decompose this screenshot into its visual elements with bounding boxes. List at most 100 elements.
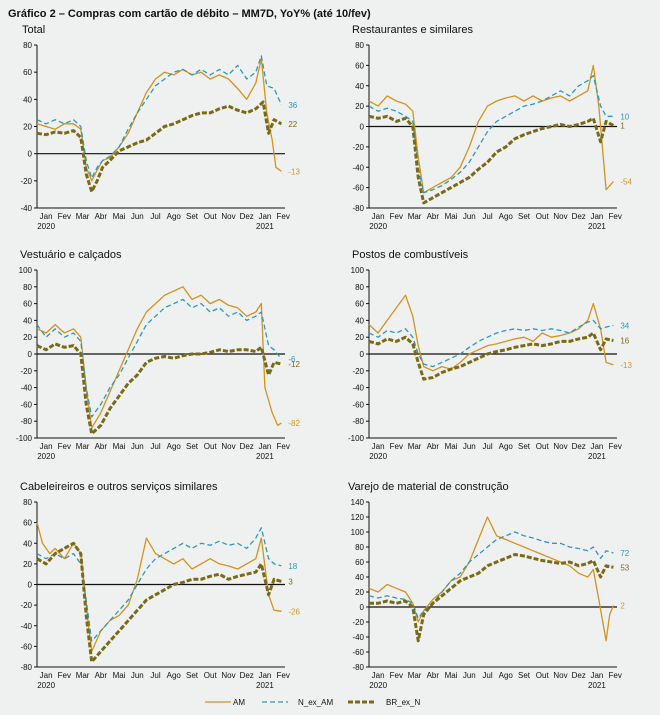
- x-tick-label: Fev: [58, 671, 71, 680]
- panel-title: Vestuário e calçados: [20, 249, 122, 261]
- y-tick-label: 0: [28, 350, 33, 359]
- x-tick-label: Jun: [463, 442, 476, 451]
- y-tick-label: 60: [23, 519, 32, 528]
- x-tick-label: Nov: [553, 442, 567, 451]
- x-tick-label: Out: [204, 671, 218, 680]
- x-tick-label: Mar: [408, 212, 422, 221]
- x-tick-label: Jan: [40, 671, 53, 680]
- y-tick-label: -20: [20, 601, 32, 610]
- y-tick-label: -80: [20, 417, 32, 426]
- series-end-label: 53: [620, 563, 629, 572]
- y-tick-label: 60: [355, 558, 364, 567]
- y-tick-label: -20: [352, 367, 364, 376]
- x-tick-label: Set: [518, 442, 531, 451]
- series-line-br-ex-n: [36, 100, 283, 194]
- y-tick-label: -80: [352, 417, 364, 426]
- chart-panel: Total -40 -20 0 20 40 60 80 Jan Fev Mar Abr Mai Jun Ju…: [20, 24, 300, 231]
- x-tick-label: Dez: [572, 671, 586, 680]
- y-tick-label: 80: [23, 498, 32, 507]
- y-tick-label: 40: [23, 95, 32, 104]
- y-tick-label: 100: [351, 528, 365, 537]
- x-tick-label: Jul: [482, 442, 492, 451]
- series-line-br-ex-n: [368, 331, 614, 381]
- y-tick-label: -40: [20, 622, 32, 631]
- x-tick-label: Dez: [240, 442, 254, 451]
- panel-title: Cabeleireiros e outros serviços similare…: [20, 481, 218, 493]
- y-tick-label: -40: [352, 633, 364, 642]
- x-tick-label: Ago: [167, 212, 182, 221]
- x-tick-label: Fev: [390, 212, 403, 221]
- y-tick-label: -20: [352, 143, 364, 152]
- chart-panel: Postos de combustíveis -100 -80 -60 -40 -20 0 2…: [348, 249, 632, 461]
- x-tick-label: Mar: [76, 671, 90, 680]
- y-tick-label: -20: [20, 367, 32, 376]
- y-tick-label: -60: [20, 400, 32, 409]
- series-end-label: -82: [288, 419, 300, 428]
- y-tick-label: -40: [20, 384, 32, 393]
- x-tick-label: Jul: [150, 442, 160, 451]
- y-tick-label: 0: [360, 123, 365, 132]
- y-tick-label: -20: [20, 177, 32, 186]
- x-tick-label: Nov: [221, 212, 235, 221]
- series-line-n-ex-am: [368, 319, 614, 368]
- y-tick-label: 20: [23, 560, 32, 569]
- y-tick-label: -60: [352, 184, 364, 193]
- x-tick-label: Out: [536, 442, 550, 451]
- y-tick-label: -80: [352, 204, 364, 213]
- x-year-label: 2021: [256, 222, 274, 231]
- y-tick-label: 40: [23, 316, 32, 325]
- y-tick-label: -60: [20, 642, 32, 651]
- x-tick-label: Jun: [131, 671, 144, 680]
- chart-panel: Cabeleireiros e outros serviços similare…: [20, 481, 300, 690]
- x-tick-label: Jan: [258, 212, 271, 221]
- x-tick-label: Out: [536, 212, 550, 221]
- x-year-label: 2020: [369, 452, 387, 461]
- x-tick-label: Jan: [258, 442, 271, 451]
- x-tick-label: Dez: [572, 212, 586, 221]
- y-tick-label: 60: [23, 68, 32, 77]
- x-tick-label: Jul: [150, 212, 160, 221]
- series-line-n-ex-am: [36, 55, 282, 179]
- chart-panel: Vestuário e calçados -100 -80 -60 -40 -20 0 20 4…: [16, 249, 300, 461]
- y-tick-label: 80: [355, 283, 364, 292]
- chart-panel: Restaurantes e similares -80 -60 -40 -20 0 20 4…: [352, 24, 632, 231]
- y-tick-label: 40: [355, 316, 364, 325]
- x-tick-label: Jan: [258, 671, 271, 680]
- x-tick-label: Fev: [277, 671, 290, 680]
- series-line-n-ex-am: [368, 74, 614, 194]
- x-tick-label: Ago: [499, 671, 514, 680]
- series-end-label: -13: [288, 167, 300, 176]
- series-end-label: 3: [288, 577, 293, 586]
- x-tick-label: Jan: [40, 442, 53, 451]
- series-line-br-ex-n: [36, 342, 282, 436]
- x-tick-label: Set: [518, 671, 531, 680]
- figure-title: Gráfico 2 – Compras com cartão de débito…: [8, 8, 371, 20]
- x-year-label: 2020: [37, 222, 55, 231]
- x-tick-label: Jan: [590, 442, 603, 451]
- series-line-am: [36, 286, 282, 429]
- x-year-label: 2020: [37, 681, 55, 690]
- x-tick-label: Fev: [58, 212, 71, 221]
- x-tick-label: Fev: [390, 442, 403, 451]
- x-tick-label: Mar: [408, 442, 422, 451]
- series-end-label: -12: [288, 360, 300, 369]
- legend-label: AM: [233, 698, 245, 707]
- series-end-label: 36: [288, 101, 297, 110]
- y-tick-label: 20: [23, 333, 32, 342]
- x-tick-label: Mai: [113, 442, 126, 451]
- x-year-label: 2020: [37, 452, 55, 461]
- y-tick-label: -80: [352, 663, 364, 672]
- series-end-label: -26: [288, 607, 300, 616]
- x-tick-label: Set: [186, 442, 199, 451]
- series-end-label: 1: [620, 121, 625, 130]
- x-tick-label: Set: [518, 212, 531, 221]
- x-tick-label: Nov: [553, 212, 567, 221]
- series-end-label: 2: [620, 602, 625, 611]
- x-tick-label: Dez: [240, 671, 254, 680]
- y-tick-label: 60: [355, 300, 364, 309]
- x-tick-label: Mai: [445, 212, 458, 221]
- x-tick-label: Out: [204, 442, 218, 451]
- y-tick-label: -20: [352, 618, 364, 627]
- series-end-label: 16: [620, 337, 629, 346]
- series-end-label: 72: [620, 549, 629, 558]
